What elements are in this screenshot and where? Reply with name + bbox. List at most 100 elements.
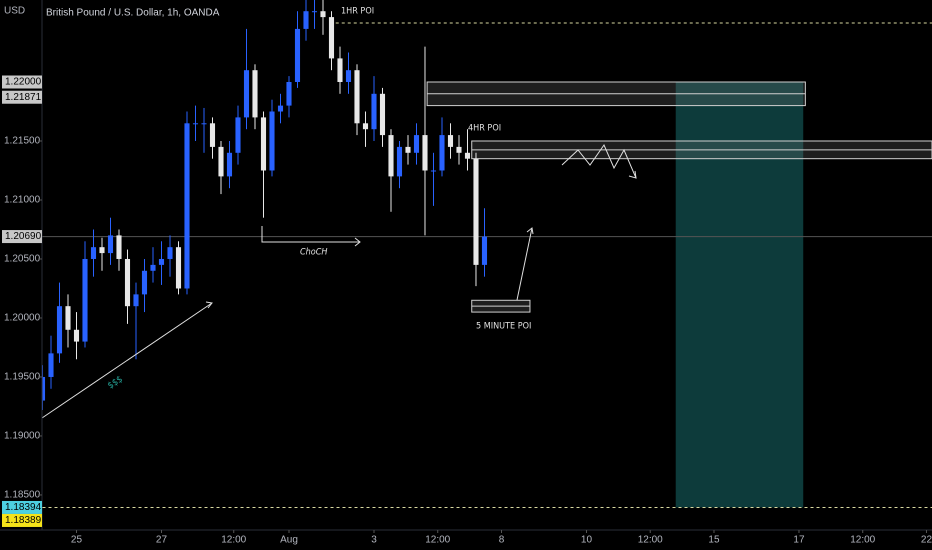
x-tick-label: 8 [499, 535, 505, 546]
candle-body [201, 123, 207, 125]
candle-body [209, 123, 216, 147]
candle-body [192, 123, 199, 125]
candle-body [303, 11, 309, 29]
candle-body [65, 306, 71, 330]
candle-body [328, 17, 335, 59]
candle-body [260, 117, 267, 171]
candle-body [82, 258, 88, 342]
projection-arrow [516, 227, 533, 301]
candle-body [379, 93, 386, 136]
candle-body [116, 235, 122, 259]
candle-body [405, 146, 411, 153]
y-tick-label: 1.20000 [4, 313, 41, 324]
candle-body [184, 123, 190, 289]
candle-body [48, 353, 54, 377]
x-tick-label: 27 [156, 535, 168, 546]
candle-body [90, 247, 97, 259]
x-tick-label: 12:00 [850, 535, 875, 546]
candle-body [277, 105, 284, 112]
annotation: 1HR POI [341, 7, 374, 17]
candle-body [371, 93, 377, 130]
candle-body [235, 117, 241, 153]
y-tick-label: 1.19500 [4, 372, 41, 383]
plot-area [39, 0, 932, 508]
x-tick-label: 22 [921, 535, 932, 546]
candle-body [464, 152, 471, 159]
price-badge [2, 513, 42, 527]
candle-body [286, 82, 292, 106]
price-badge-label: 1.18389 [5, 515, 42, 526]
y-tick-label: 1.21500 [4, 136, 41, 147]
candle-body [269, 111, 275, 171]
annotation: 5 MINUTE POI [476, 322, 531, 332]
y-tick-label: 1.20500 [4, 254, 41, 265]
y-tick-label: 1.18500 [4, 490, 41, 501]
y-tick-label: 1.19000 [4, 431, 41, 442]
price-badge-label: 1.20690 [5, 231, 42, 242]
candle-body [320, 11, 326, 18]
candle-body [99, 247, 105, 254]
price-badge-label: 1.18394 [5, 502, 42, 513]
candle-body [175, 247, 182, 289]
candle-body [311, 11, 318, 13]
candle-body [473, 158, 479, 265]
x-tick-label: 3 [371, 535, 377, 546]
x-tick-label: 17 [793, 535, 805, 546]
price-badge-label: 1.22000 [5, 77, 42, 88]
price-badge [2, 230, 42, 244]
candle-body [73, 329, 80, 342]
candle-body [124, 258, 131, 307]
price-badge [2, 500, 42, 514]
x-tick-label: 15 [708, 535, 720, 546]
x-tick-label: 10 [581, 535, 593, 546]
candle-body [362, 123, 369, 130]
price-badge-label: 1.21871 [5, 92, 42, 103]
target-box [675, 82, 804, 508]
arrow-head [205, 301, 213, 309]
arrow-head [526, 227, 534, 235]
candle-body [413, 135, 420, 153]
candle-body [337, 58, 343, 83]
chart-title: British Pound / U.S. Dollar, 1h, OANDA [46, 8, 220, 19]
candle-body [252, 70, 258, 118]
candle-body [218, 146, 224, 177]
candle-body [167, 247, 173, 259]
x-tick-label: 12:00 [425, 535, 450, 546]
zigzag-path [561, 143, 637, 179]
candle-body [388, 135, 394, 177]
candle-body [56, 306, 63, 354]
candle-body [294, 28, 301, 83]
candle-body [150, 264, 156, 271]
x-tick-label: 25 [71, 535, 83, 546]
candle-body [447, 135, 454, 147]
price-badge [2, 75, 42, 89]
annotation: 4HR POI [468, 124, 501, 134]
candle-body [396, 146, 403, 177]
price-axis: 1.21500 1.21000 1.20500 1.20000 1.19500 1.190… [0, 0, 43, 550]
candle-body [141, 270, 148, 295]
candle-body [107, 235, 114, 254]
candle-body [345, 70, 352, 83]
price-badge [2, 90, 42, 104]
x-tick-label: Aug [280, 535, 298, 546]
candle-body [481, 236, 488, 265]
candle-body [158, 258, 165, 265]
candle-body [354, 70, 360, 124]
y-tick-label: 1.21000 [4, 195, 41, 206]
x-tick-label: 12:00 [638, 535, 663, 546]
currency-label: USD [4, 6, 25, 17]
arrow-head [628, 170, 637, 179]
candle-body [133, 294, 139, 307]
annotation: ChoCH [300, 248, 328, 258]
trend-line [41, 302, 213, 419]
candle-body [226, 152, 233, 177]
choch-line [261, 226, 360, 243]
candle-body [422, 135, 428, 171]
x-tick-label: 12:00 [221, 535, 246, 546]
candle-body [243, 70, 250, 118]
candle-body [430, 170, 437, 172]
candle-body [456, 146, 462, 153]
arrow-head [354, 237, 361, 247]
